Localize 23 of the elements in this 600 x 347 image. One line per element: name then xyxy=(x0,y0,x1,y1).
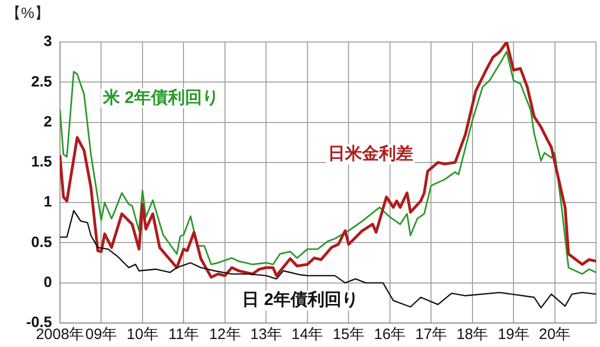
x-tick-label: 10年 xyxy=(126,326,158,344)
y-tick-label: 2 xyxy=(44,113,52,130)
y-axis-title: 【%】 xyxy=(6,5,50,22)
y-tick-label: 2.5 xyxy=(31,73,52,90)
x-tick-label: 20年 xyxy=(538,326,571,344)
y-tick-label: 0 xyxy=(44,274,52,291)
x-tick-label: 11年 xyxy=(168,326,199,344)
series-label: 日 2年債利回り xyxy=(242,290,358,310)
x-tick-label: 18年 xyxy=(456,326,488,344)
x-tick-label: 13年 xyxy=(250,326,282,344)
x-tick-label: 16年 xyxy=(374,326,406,344)
x-tick-label: 12年 xyxy=(209,326,241,344)
x-tick-label: 15年 xyxy=(332,326,364,344)
y-tick-label: 3 xyxy=(44,33,52,50)
y-tick-label: 1 xyxy=(44,194,52,211)
y-tick-label: 0.5 xyxy=(31,234,52,251)
x-tick-label: 09年 xyxy=(85,326,118,344)
x-tick-label: 14年 xyxy=(292,326,324,344)
x-tick-label: 17年 xyxy=(415,326,447,344)
series-label: 米 2年債利回り xyxy=(102,88,220,107)
x-tick-label: 19年 xyxy=(498,326,530,344)
series-label: 日米金利差 xyxy=(328,144,413,164)
y-tick-label: 1.5 xyxy=(31,154,52,171)
